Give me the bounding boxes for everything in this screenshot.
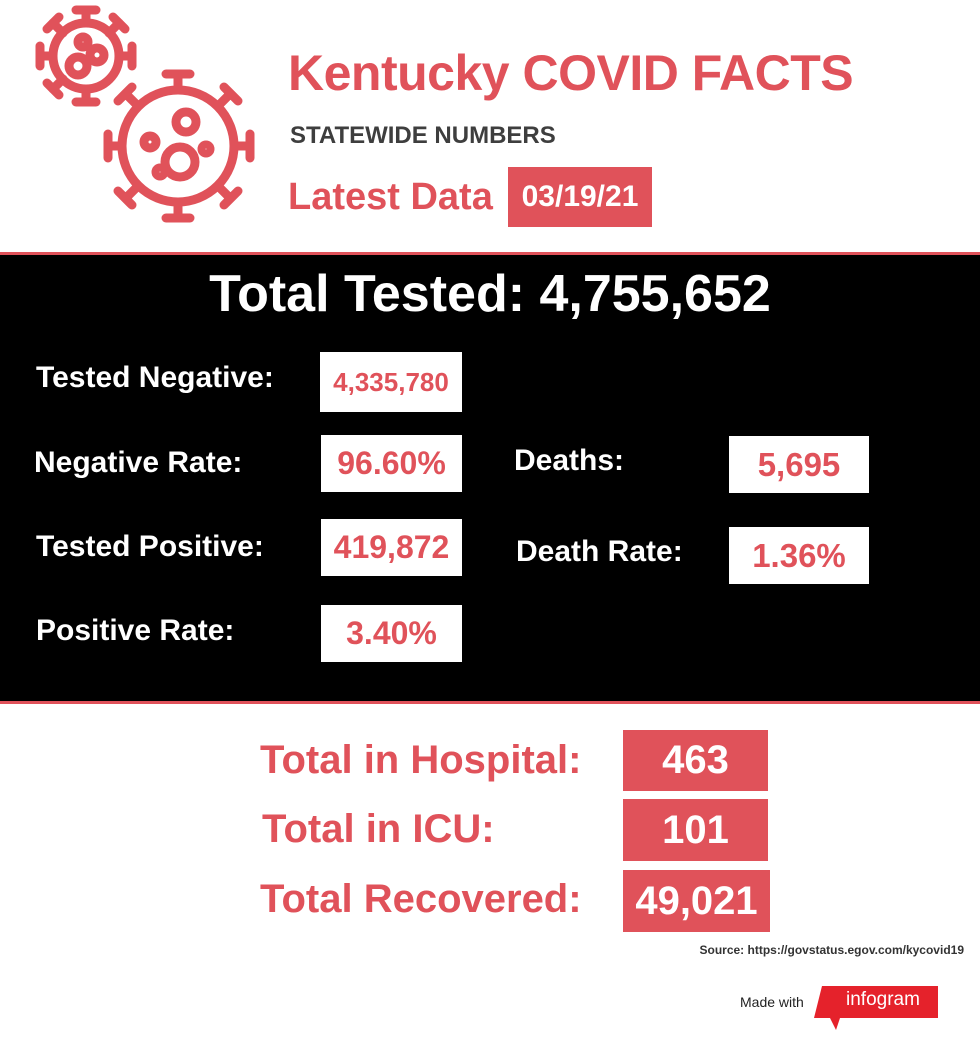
negative-rate-label: Negative Rate: <box>34 446 243 479</box>
hospital-label: Total in Hospital: <box>260 738 582 782</box>
page-title: Kentucky COVID FACTS <box>288 45 854 101</box>
made-with-text: Made with <box>740 994 804 1010</box>
icu-value: 101 <box>623 799 768 861</box>
deaths-value: 5,695 <box>729 436 869 493</box>
tested-positive-label: Tested Positive: <box>36 530 264 563</box>
virus-icon <box>35 5 255 223</box>
positive-rate-label: Positive Rate: <box>36 614 235 647</box>
source-text: Source: https://govstatus.egov.com/kycov… <box>699 943 964 957</box>
tested-positive-value: 419,872 <box>321 519 462 576</box>
recovered-value: 49,021 <box>623 870 770 932</box>
total-tested: Total Tested: 4,755,652 <box>209 265 771 323</box>
tested-negative-label: Tested Negative: <box>36 361 274 394</box>
tested-negative-value: 4,335,780 <box>320 352 462 412</box>
deaths-label: Deaths: <box>514 444 625 477</box>
infogram-logo-icon[interactable] <box>812 982 940 1032</box>
death-rate-value: 1.36% <box>729 527 869 584</box>
death-rate-label: Death Rate: <box>516 535 683 568</box>
page-subtitle: STATEWIDE NUMBERS <box>290 122 556 149</box>
infogram-brand[interactable]: infogram <box>846 989 920 1010</box>
icu-label: Total in ICU: <box>262 807 495 851</box>
positive-rate-value: 3.40% <box>321 605 462 662</box>
recovered-label: Total Recovered: <box>260 877 582 921</box>
latest-data-label: Latest Data <box>288 176 493 218</box>
negative-rate-value: 96.60% <box>321 435 462 492</box>
date-badge: 03/19/21 <box>508 167 652 227</box>
hospital-value: 463 <box>623 730 768 791</box>
